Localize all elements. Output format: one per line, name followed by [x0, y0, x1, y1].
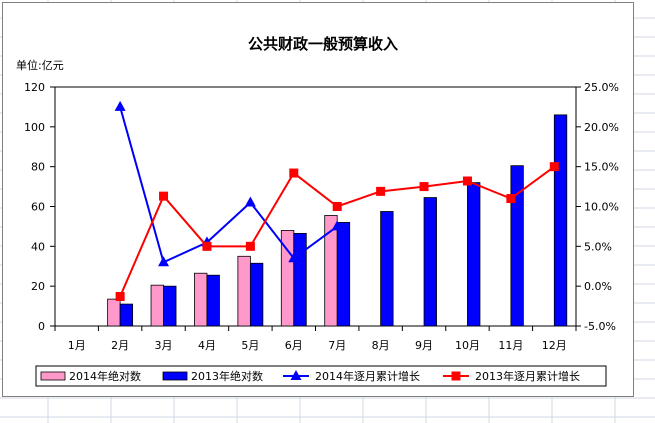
bar-2013-9 [423, 197, 437, 327]
legend-label-3: 2013年逐月累计增长 [475, 369, 580, 383]
x-tick-label: 12月 [542, 339, 567, 352]
x-tick-label: 5月 [241, 339, 259, 352]
point-2013-9 [506, 194, 516, 204]
point-2013-8 [462, 176, 472, 186]
legend-label-2: 2014年逐月累计增长 [315, 369, 420, 383]
point-2014-5 [331, 220, 343, 231]
bar-2013-10 [467, 182, 481, 327]
x-tick-label: 2月 [111, 339, 129, 352]
y-left-tick-label: 60 [31, 201, 45, 214]
unit-label: 单位:亿元 [16, 58, 64, 72]
legend-swatch-1 [162, 371, 188, 381]
point-2013-3 [245, 241, 255, 251]
bar-2014-4 [194, 272, 208, 327]
line-2014-growth [119, 106, 338, 264]
x-tick-label: 6月 [285, 339, 303, 352]
bar-2013-11 [510, 165, 524, 327]
x-tick-label: 10月 [455, 339, 480, 352]
plot-frame [54, 86, 577, 327]
point-2013-10 [549, 162, 559, 172]
legend-marker-2 [290, 370, 302, 380]
x-tick-label: 9月 [415, 339, 433, 352]
x-tick-label: 7月 [328, 339, 346, 352]
legend-swatch-0 [40, 371, 66, 381]
point-2014-4 [288, 252, 300, 263]
legend-marker-3 [451, 371, 461, 381]
bar-2014-2 [107, 298, 121, 327]
point-2014-0 [114, 100, 126, 111]
x-tick-label: 8月 [372, 339, 390, 352]
chart: 公共财政一般预算收入 单位:亿元 0 20 40 60 80 100 120 -5.0% 0.0… [16, 35, 619, 387]
bar-2014-3 [150, 284, 164, 327]
point-2013-2 [202, 241, 212, 251]
point-2014-3 [244, 196, 256, 207]
point-2013-7 [419, 182, 429, 192]
point-2013-4 [289, 168, 299, 178]
bar-2013-5 [249, 262, 264, 327]
chart-area[interactable]: 公共财政一般预算收入 单位:亿元 0 20 40 60 80 100 120 -5.0% 0.0… [2, 2, 634, 397]
y-left-tick-label: 20 [31, 280, 45, 293]
y-left-tick-label: 80 [31, 161, 45, 174]
y-right-tick-label: 0.0% [584, 280, 612, 293]
x-tick-label: 1月 [68, 339, 86, 352]
legend-label-0: 2014年绝对数 [69, 369, 141, 383]
y-right-tick-label: 5.0% [584, 240, 612, 253]
y-right-tick-label: 25.0% [584, 81, 619, 94]
bar-2014-5 [237, 255, 251, 327]
point-2014-1 [158, 256, 170, 267]
bar-2013-12 [553, 114, 568, 327]
y-right-tick-label: -5.0% [584, 320, 616, 333]
y-left-tick-label: 100 [24, 121, 45, 134]
point-2013-6 [376, 186, 386, 196]
point-2013-1 [159, 191, 169, 201]
y-left-tick-label: 40 [31, 240, 45, 253]
y-left-tick-label: 0 [38, 320, 45, 333]
y-right-tick-label: 15.0% [584, 161, 619, 174]
bar-2013-7 [336, 222, 351, 327]
bar-2013-6 [293, 232, 307, 327]
bar-2013-3 [163, 285, 177, 327]
x-tick-label: 4月 [198, 339, 216, 352]
y-right-tick-label: 20.0% [584, 121, 619, 134]
y-right-tick-label: 10.0% [584, 201, 619, 214]
x-tick-label: 3月 [155, 339, 173, 352]
bar-2013-8 [380, 211, 394, 327]
bar-2013-2 [119, 303, 134, 327]
bar-2013-4 [206, 274, 220, 327]
point-2013-5 [332, 202, 342, 211]
chart-title: 公共财政一般预算收入 [248, 35, 398, 53]
legend-label-1: 2013年绝对数 [191, 369, 263, 383]
point-2013-0 [115, 292, 125, 302]
y-left-tick-label: 120 [24, 81, 45, 94]
legend [35, 365, 607, 387]
x-tick-label: 11月 [498, 339, 523, 352]
